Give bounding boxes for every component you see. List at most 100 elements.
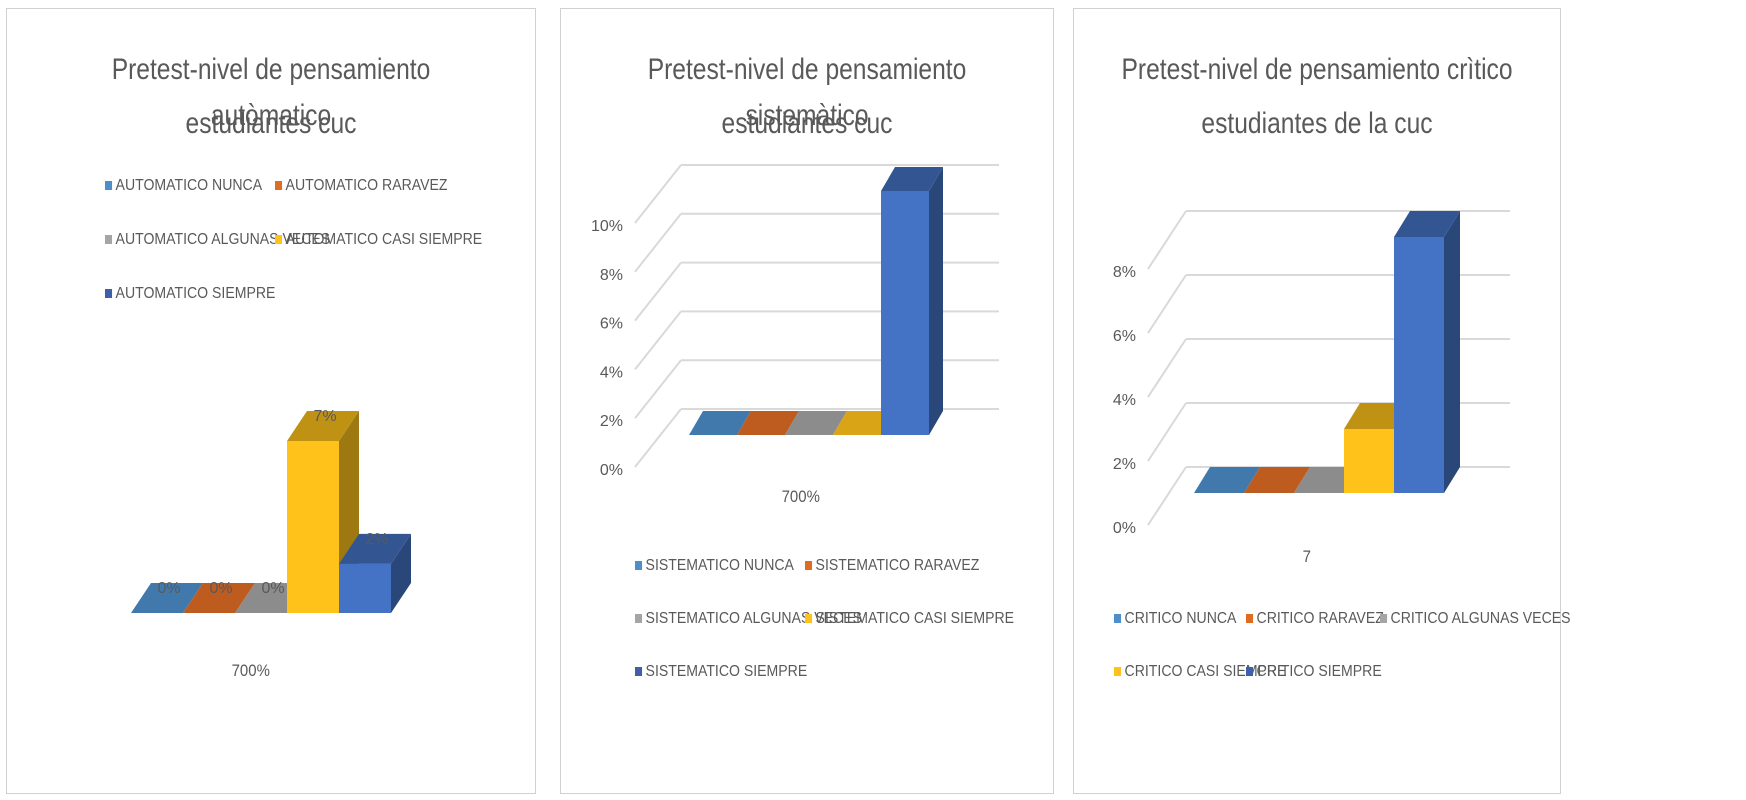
gridline: [1147, 402, 1187, 462]
y-tick-label: 6%: [1113, 328, 1136, 345]
gridline: [634, 261, 682, 322]
chart-title: Pretest-nivel de pensamiento sistemàtico: [647, 53, 967, 132]
bar-top: [689, 411, 751, 435]
chart-subtitle: estudiantes cuc: [185, 107, 357, 140]
data-label: 2%: [365, 531, 388, 548]
chart-plot: 0% 2% 4% 6% 8% 10%: [591, 164, 999, 479]
bar-top: [1394, 211, 1460, 237]
legend-swatch: [1246, 667, 1254, 677]
gridline: [634, 164, 682, 224]
bar-front: [1394, 237, 1444, 493]
bar-front: [1344, 429, 1394, 493]
legend-item: CRITICO RARAVEZ: [1246, 610, 1384, 628]
legend-label: SISTEMATICO SIEMPRE: [645, 663, 808, 680]
legend-label: AUTOMATICO CASI SIEMPRE: [285, 231, 483, 248]
gridline: [634, 213, 682, 273]
bar-top: [1344, 403, 1410, 429]
chart-title: Pretest-nivel de pensamiento crìtico: [1121, 53, 1513, 86]
legend-swatch: [1114, 614, 1122, 624]
legend-item: AUTOMATICO SIEMPRE: [105, 285, 275, 303]
bar-top: [881, 167, 943, 191]
chart-subtitle: estudiantes de la cuc: [1201, 107, 1433, 140]
legend-item: CRITICO NUNCA: [1114, 610, 1236, 628]
chart-panel-critico: Pretest-nivel de pensamiento crìtico est…: [1073, 8, 1571, 794]
y-tick-label: 0%: [600, 462, 623, 479]
y-tick-label: 6%: [600, 316, 623, 333]
y-tick-label: 0%: [1113, 520, 1136, 537]
data-label: 0%: [261, 580, 284, 597]
legend-swatch: [1114, 667, 1122, 677]
bar-top: [1244, 467, 1310, 493]
legend-swatch: [805, 614, 813, 624]
legend-label: SISTEMATICO CASI SIEMPRE: [815, 610, 1015, 627]
bar-front: [287, 441, 339, 613]
bar-top: [183, 583, 255, 613]
bar-top: [833, 411, 895, 435]
legend-label: CRITICO ALGUNAS VECES: [1390, 610, 1571, 627]
gridline: [1147, 466, 1187, 526]
y-tick-label: 4%: [1113, 392, 1136, 409]
gridline: [634, 408, 682, 468]
gridline: [1147, 274, 1187, 334]
legend-item: SISTEMATICO NUNCA: [635, 557, 794, 575]
bar-front: [881, 191, 929, 435]
legend-swatch: [105, 235, 113, 245]
legend-item: CRITICO SIEMPRE: [1246, 663, 1382, 681]
chart-panel-automatico: Pretest-nivel de pensamiento autòmatico …: [6, 8, 536, 794]
legend-label: SISTEMATICO RARAVEZ: [815, 557, 980, 574]
legend-label: AUTOMATICO RARAVEZ: [285, 177, 448, 194]
bar-side: [929, 167, 943, 435]
legend-swatch: [105, 181, 113, 191]
legend-swatch: [1246, 614, 1254, 624]
legend-item: SISTEMATICO CASI SIEMPRE: [805, 610, 1014, 628]
bar-top: [1194, 467, 1260, 493]
legend-item: AUTOMATICO CASI SIEMPRE: [275, 231, 482, 249]
legend-label: CRITICO RARAVEZ: [1256, 610, 1384, 627]
legend-item: SISTEMATICO SIEMPRE: [635, 663, 807, 681]
chart-plot: 0% 2% 4% 6% 8%: [1113, 210, 1510, 537]
legend-item: CRITICO ALGUNAS VECES: [1380, 610, 1571, 628]
legend-swatch: [805, 561, 813, 571]
legend-swatch: [635, 667, 643, 677]
legend-swatch: [635, 561, 643, 571]
y-tick-label: 2%: [1113, 456, 1136, 473]
legend-label: CRITICO NUNCA: [1124, 610, 1237, 627]
bar-top: [131, 583, 203, 613]
legend-item: SISTEMATICO RARAVEZ: [805, 557, 979, 575]
bar-side: [1444, 211, 1460, 493]
bar-top: [785, 411, 847, 435]
bar-top: [737, 411, 799, 435]
legend-label: SISTEMATICO NUNCA: [645, 557, 794, 574]
legend-swatch: [105, 289, 113, 299]
bar-side: [391, 533, 411, 613]
gridline: [1147, 210, 1187, 270]
gridline: [634, 359, 682, 419]
x-category-label: 700%: [781, 487, 820, 506]
legend-swatch: [1380, 614, 1388, 624]
bar-top: [287, 411, 359, 441]
chart-panel-sistematico: Pretest-nivel de pensamiento sistemàtico…: [560, 8, 1054, 794]
y-tick-label: 8%: [600, 267, 623, 284]
x-category-label: 700%: [231, 661, 270, 680]
legend-swatch: [275, 181, 283, 191]
legend-swatch: [635, 614, 643, 624]
chart-subtitle: estudiantes cuc: [721, 107, 893, 140]
bar-top: [339, 533, 411, 564]
chart-title: Pretest-nivel de pensamiento autòmatico: [111, 53, 431, 132]
chart-plot: 0% 0% 0% 7% 2%: [131, 408, 411, 613]
data-label: 0%: [157, 580, 180, 597]
legend-label: AUTOMATICO NUNCA: [115, 177, 263, 194]
legend-item: AUTOMATICO RARAVEZ: [275, 177, 447, 195]
bar-top: [1294, 467, 1360, 493]
gridline: [1147, 338, 1187, 398]
gridline: [634, 310, 682, 371]
x-category-label: 7: [1302, 547, 1311, 566]
data-label: 7%: [313, 408, 336, 425]
data-label: 0%: [209, 580, 232, 597]
legend-item: AUTOMATICO NUNCA: [105, 177, 262, 195]
y-tick-label: 4%: [600, 364, 623, 381]
y-tick-label: 2%: [600, 413, 623, 430]
legend-label: CRITICO SIEMPRE: [1256, 663, 1382, 680]
y-tick-label: 10%: [591, 218, 623, 235]
bar-front: [339, 563, 391, 613]
